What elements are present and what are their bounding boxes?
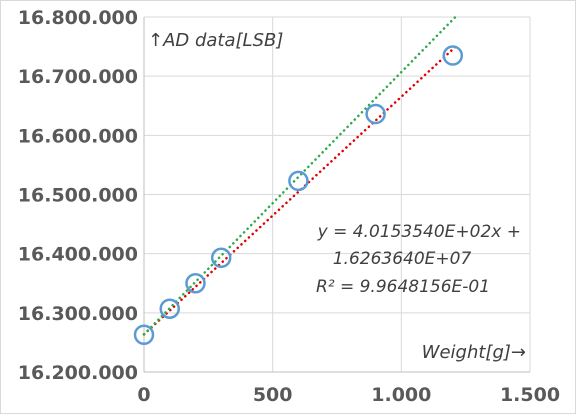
trendline-layer: [142, 15, 458, 336]
data-point: [365, 103, 386, 125]
y-tick-label: 16.600.000: [18, 125, 138, 147]
grid-layer: [144, 16, 531, 372]
y-tick-label: 16.400.000: [18, 244, 138, 266]
trendline: [142, 44, 458, 336]
y-tick-label: 16.800.000: [18, 7, 138, 29]
tick-label-layer: 16.200.000 16.300.000 16.400.000 16.500.000…: [18, 7, 560, 406]
x-tick-label: 500: [253, 384, 293, 406]
y-tick-label: 16.200.000: [18, 362, 138, 384]
data-point: [210, 247, 232, 269]
x-tick-label: 1.500: [500, 384, 560, 406]
y-tick-label: 16.500.000: [18, 185, 138, 207]
trendline-equation-line-2: 1.6263640E+07: [333, 249, 472, 269]
data-point: [288, 170, 309, 192]
data-point: [442, 45, 464, 66]
data-point: [133, 324, 155, 345]
x-tick-label: 0: [137, 384, 150, 406]
data-point: [185, 273, 206, 294]
y-tick-label: 16.300.000: [18, 303, 138, 325]
trendline-equation-line-1: y = 4.0153540E+02x +: [317, 222, 521, 242]
axis-layer: [143, 17, 530, 373]
y-tick-label: 16.700.000: [18, 66, 138, 88]
r-squared-label: R² = 9.9648156E-01: [316, 277, 490, 297]
x-tick-label: 1.000: [371, 384, 431, 406]
x-axis-title: Weight[g]→: [422, 342, 526, 363]
y-axis-title: ↑AD data[LSB]: [148, 30, 283, 51]
data-point-layer: [133, 45, 464, 345]
data-point: [159, 298, 180, 319]
